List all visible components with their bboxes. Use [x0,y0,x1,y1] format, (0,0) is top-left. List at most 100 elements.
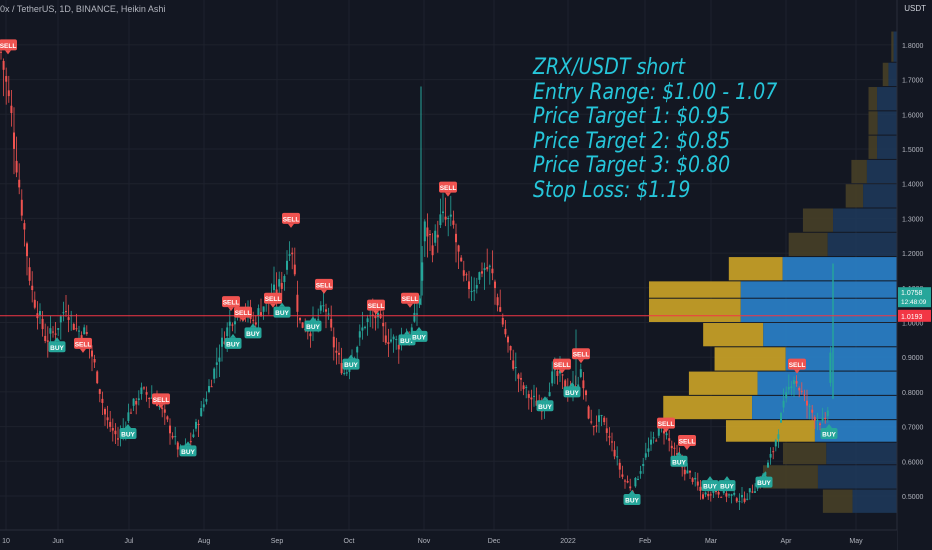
buy-signal: BUY [755,472,773,488]
candle-body [273,284,275,291]
candle-body [624,480,626,482]
candle-body [338,352,340,355]
candle-body [462,270,465,276]
volume-bin-down [649,298,741,322]
candle-body [616,456,619,458]
time-tick-label: Jun [52,538,63,545]
volume-bin-up [740,281,897,298]
candle-body [475,285,478,289]
signal-box [119,428,137,440]
signal-text: BUY [720,484,734,491]
candle-body [434,230,437,243]
candle-body [5,76,8,82]
sell-signal: SELL [553,358,571,374]
signal-pointer [348,354,354,359]
candle-body [163,409,166,413]
price-tick-label: 1.3000 [902,216,924,223]
sell-signal: SELL [282,212,300,228]
candle-body [0,51,2,53]
candle-body [202,404,205,408]
candle-body [228,321,231,326]
candle-body [772,451,775,453]
candle-body [826,410,829,417]
trade-annotation: ZRX/USDT short Entry Range: $1.00 - 1.07… [533,55,777,203]
time-axis-bg [0,530,897,550]
candle-body [514,366,517,368]
candle-body [286,260,288,270]
candle-body [704,492,707,495]
candle-body [600,415,603,417]
buy-signal: BUY [273,302,291,318]
candle-body [46,340,49,342]
buy-signal: BUY [304,316,322,332]
volume-bin-up [877,87,897,111]
sell-signal: SELL [572,348,590,364]
candle-body [670,445,673,449]
candle-body [439,214,442,226]
candle-body [650,439,652,445]
candle-body [62,312,65,314]
time-tick-label: May [849,538,863,545]
volume-bin-down [714,347,786,371]
time-tick-label: Oct [344,538,355,545]
signal-text: BUY [246,331,260,338]
candle-body [54,333,57,335]
candle-body [525,386,528,388]
candle-body [114,430,117,435]
candle-body [317,318,320,320]
sell-signal: SELL [657,417,675,433]
volume-bin-up [866,159,897,184]
candle-body [361,327,364,331]
candle-body [145,392,148,395]
signal-box [273,306,291,318]
price-line-tag [898,309,931,322]
candle-body [377,312,379,318]
candle-body [382,322,385,327]
candle-body [205,399,208,402]
candle-body [345,372,348,374]
volume-bin-down [802,208,834,232]
volume-bin-up [826,442,897,465]
candle-body [218,357,221,362]
signal-text: BUY [412,334,426,341]
candle-body [452,220,455,225]
candle-body [798,388,801,391]
last-price-tag [898,287,931,308]
signal-pointer [240,317,246,322]
candle-body [397,344,400,350]
signal-text: SELL [554,362,571,369]
signal-box [264,292,282,304]
buy-signal: BUY [820,424,838,440]
candle-body [507,336,509,343]
candle-body [104,408,106,415]
candle-body [592,425,595,428]
candle-body [611,441,613,443]
candle-body [496,297,499,306]
signal-box [401,292,419,304]
candle-body [275,289,278,294]
sell-signal: SELL [222,296,240,312]
signal-pointer [684,445,690,450]
signal-box [48,341,66,353]
candle-body [673,447,676,449]
candle-body [725,493,728,497]
signal-text: BUY [306,324,320,331]
candle-body [150,397,153,399]
candle-body [254,322,257,325]
candle-body [49,328,52,334]
volume-bin-down [845,184,864,208]
candle-body [733,492,736,495]
price-tick-label: 1.6000 [902,112,924,119]
candle-body [215,362,218,365]
candle-body [15,160,18,173]
signal-box [224,337,242,349]
time-axis[interactable]: 10 Jun Jul Aug Sep Oct Nov Dec 2022 Feb Mar Apr May [0,529,897,550]
candle-body [10,105,13,114]
signal-text: SELL [153,397,170,404]
candle-body [65,311,67,313]
candle-body [457,245,460,252]
price-tick-label: 0.9000 [902,355,924,362]
price-axis[interactable]: 0.50000.60000.70000.80000.90001.00001.10… [896,0,932,550]
